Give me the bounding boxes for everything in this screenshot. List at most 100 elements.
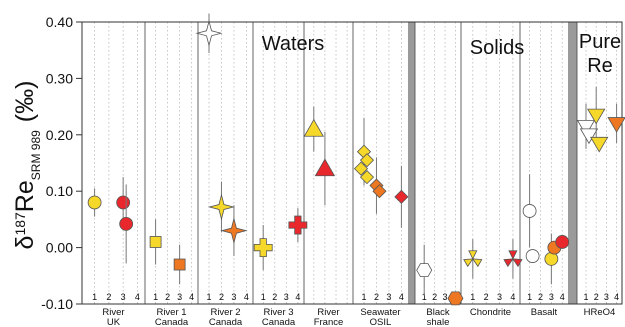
panel-label: shale	[427, 317, 450, 327]
panel-tick-label: 2	[106, 292, 111, 302]
panel-tick-label: 1	[583, 292, 588, 302]
panel-tick-label: 2	[594, 292, 599, 302]
panel-tick-label: 1	[470, 292, 475, 302]
y-axis-label-main: δ	[11, 236, 39, 250]
panel-label: HReO4	[584, 307, 616, 318]
cross-marker	[253, 238, 273, 257]
square-marker	[149, 236, 162, 248]
down-triangle-marker	[607, 117, 625, 133]
circle-marker	[525, 249, 540, 263]
star-marker	[220, 217, 248, 245]
trefoil-marker	[463, 250, 483, 268]
panel-tick-label: 2	[538, 292, 543, 302]
panel-tick-label: 1	[206, 292, 211, 302]
panel-label: Seawater	[360, 307, 400, 318]
trefoil-lobe	[463, 258, 474, 268]
panel-label: River 2	[210, 307, 240, 318]
group-separator-0	[408, 22, 415, 304]
panel-label: Canada	[209, 317, 243, 327]
panel-tick-label: 1	[527, 292, 532, 302]
panel-tick-label: 2	[272, 292, 277, 302]
trefoil-lobe	[508, 250, 518, 260]
down-triangle-marker	[576, 119, 596, 136]
circle-marker	[555, 235, 570, 249]
square-marker	[173, 258, 186, 271]
panel-tick-label: 4	[614, 292, 619, 302]
plot-frame	[81, 21, 623, 305]
star-marker	[207, 193, 236, 221]
y-tick-label: 0.40	[46, 14, 73, 30]
panel-label: River	[317, 307, 339, 318]
panel-label: Chondrite	[470, 307, 511, 318]
hexagon-marker	[447, 291, 464, 306]
panel-tick-label: 4	[399, 292, 404, 302]
hexagon-marker	[416, 263, 433, 278]
panel-tick-label: 1	[422, 292, 427, 302]
y-tick-label: 0.30	[46, 70, 73, 86]
panel-tick-label: 3	[284, 292, 289, 302]
panel-tick-label: 2	[484, 292, 489, 302]
panel-label: Canada	[155, 317, 189, 327]
down-triangle-marker	[579, 128, 599, 145]
panel-tick-label: 4	[189, 292, 194, 302]
panel-tick-label: 4	[560, 292, 565, 302]
panel-tick-label: 2	[374, 292, 379, 302]
panel-tick-label: 1	[261, 292, 266, 302]
triangle-marker	[314, 158, 336, 177]
panel-label: France	[314, 317, 344, 327]
circle-marker	[119, 217, 134, 231]
panel-label: OSIL	[370, 317, 392, 327]
panel-tick-label: 3	[121, 292, 126, 302]
panel-tick-label: 4	[510, 292, 515, 302]
y-tick-label: 0.00	[46, 240, 73, 256]
separator-bars	[408, 22, 577, 304]
panel-tick-label: 3	[604, 292, 609, 302]
group-label: Re	[587, 55, 613, 77]
trefoil-lobe	[472, 258, 483, 268]
panel-label: Basalt	[531, 307, 558, 318]
diamond-marker	[394, 189, 409, 204]
panel-tick-label: 2	[165, 292, 170, 302]
group-separator-1	[568, 22, 577, 304]
panel-label: Black	[426, 307, 449, 318]
circle-marker	[116, 195, 131, 210]
trefoil-lobe	[468, 250, 478, 260]
cross-marker	[288, 215, 308, 235]
down-triangle-marker	[590, 136, 609, 153]
panel-tick-label: 1	[361, 292, 366, 302]
data-points	[87, 13, 625, 306]
panel-tick-label: 1	[153, 292, 158, 302]
triangle-marker	[303, 118, 324, 137]
group-label: Pure	[579, 31, 621, 53]
panel-tick-label: 2	[219, 292, 224, 302]
panel-label: River	[102, 307, 124, 318]
grid-lines	[94, 22, 617, 304]
group-label: Solids	[470, 37, 524, 59]
panel-tick-label: 3	[386, 292, 391, 302]
axes	[76, 21, 623, 305]
panel-label: Canada	[262, 317, 296, 327]
panel-tick-label: 4	[244, 292, 249, 302]
panel-tick-label: 1	[92, 292, 97, 302]
panel-label: River 1	[156, 307, 186, 318]
diamond-marker	[359, 170, 375, 185]
circle-marker	[544, 251, 559, 266]
trefoil-marker	[503, 250, 523, 268]
panel-tick-label: 3	[177, 292, 182, 302]
y-tick-label: -0.10	[41, 296, 73, 312]
panel-tick-label: 4	[295, 292, 300, 302]
panel-tick-label: 3	[231, 292, 236, 302]
diamond-marker	[359, 153, 375, 168]
y-axis-label-subscript: SRM 989	[29, 130, 43, 180]
y-axis-label-unit: (‰)	[11, 81, 39, 123]
panel-tick-label: 3	[443, 292, 448, 302]
y-axis-label: δ187ReSRM 989 (‰)	[11, 81, 43, 250]
panel-tick-label: 3	[497, 292, 502, 302]
diamond-marker	[353, 161, 369, 176]
star-marker	[195, 19, 223, 47]
y-axis-label-superscript: 187	[12, 212, 28, 236]
trefoil-lobe	[503, 258, 514, 268]
down-triangle-marker	[587, 108, 606, 125]
